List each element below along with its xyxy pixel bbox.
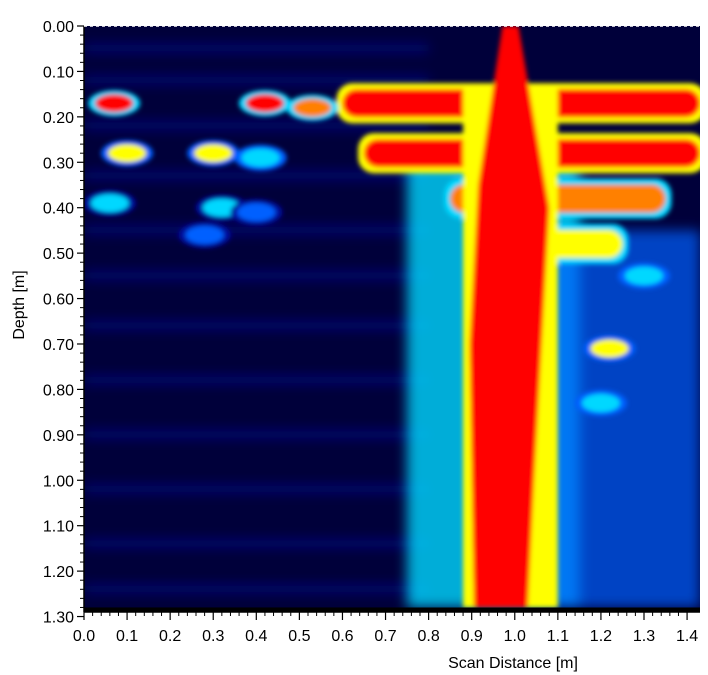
axes: 0.0 0.1 0.2 0.3 0.4 0.5 0.6 0.7 0.8 0.9 1.0 1.1 1.2 1…	[43, 19, 700, 645]
y-tick-label: 0.20	[43, 110, 74, 127]
y-tick-label: 0.00	[43, 19, 74, 36]
y-tick-label: 0.70	[43, 337, 74, 354]
faint-reflector	[84, 429, 429, 439]
faint-reflector	[84, 320, 429, 330]
y-tick-label: 0.50	[43, 246, 74, 263]
x-tick-label: 0.1	[116, 628, 138, 645]
reflection-spot	[185, 225, 224, 244]
faint-reflector	[84, 170, 429, 180]
y-tick-label: 0.80	[43, 382, 74, 399]
y-tick-label: 0.10	[43, 64, 74, 81]
x-tick-label: 0.8	[417, 628, 439, 645]
faint-reflector	[84, 484, 429, 494]
x-tick-label: 0.2	[159, 628, 181, 645]
y-tick-label: 0.30	[43, 155, 74, 172]
reflection-spot	[194, 144, 233, 163]
x-tick-label: 0.6	[331, 628, 353, 645]
x-tick-label: 0.0	[73, 628, 95, 645]
y-tick-label: 1.30	[43, 610, 74, 627]
plot-area	[84, 26, 700, 612]
x-tick-label: 1.1	[547, 628, 569, 645]
reflection-spot	[293, 98, 332, 117]
faint-reflector	[84, 120, 429, 130]
reflection-spot	[625, 266, 663, 285]
hyperbola-column	[469, 26, 550, 608]
x-tick-label: 1.2	[590, 628, 612, 645]
y-tick-label: 0.40	[43, 201, 74, 218]
x-tick-label: 0.7	[374, 628, 396, 645]
reflection-spot	[241, 148, 280, 167]
x-tick-label: 1.0	[504, 628, 526, 645]
reflection-spot	[108, 144, 147, 163]
y-tick-label: 1.10	[43, 519, 74, 536]
faint-reflector	[84, 584, 429, 594]
x-tick-label: 1.3	[633, 628, 655, 645]
reflection-spot	[590, 339, 629, 358]
faint-reflector	[84, 375, 429, 385]
y-tick-label: 0.60	[43, 292, 74, 309]
y-tick-label: 1.20	[43, 564, 74, 581]
y-axis-title: Depth [m]	[11, 270, 28, 339]
feature-group	[84, 26, 700, 608]
heatmap-layer	[84, 26, 700, 608]
reflection-spot	[95, 94, 134, 113]
x-tick-label: 0.4	[245, 628, 267, 645]
faint-reflector-group	[84, 43, 429, 594]
reflection-spot	[245, 94, 284, 113]
faint-reflector	[84, 270, 429, 280]
y-tick-label: 1.00	[43, 473, 74, 490]
x-tick-label: 0.9	[461, 628, 483, 645]
faint-reflector	[84, 538, 429, 548]
reflection-spot	[90, 194, 129, 213]
y-tick-label: 0.90	[43, 428, 74, 445]
right-halo	[549, 230, 700, 608]
faint-reflector	[84, 75, 429, 85]
reflection-spot	[237, 203, 276, 222]
faint-reflector	[84, 225, 429, 235]
x-axis-title: Scan Distance [m]	[448, 655, 578, 672]
x-tick-label: 0.3	[202, 628, 224, 645]
reflection-spot	[581, 394, 620, 413]
x-tick-label: 1.4	[676, 628, 698, 645]
faint-reflector	[84, 43, 429, 53]
x-tick-label: 0.5	[288, 628, 310, 645]
